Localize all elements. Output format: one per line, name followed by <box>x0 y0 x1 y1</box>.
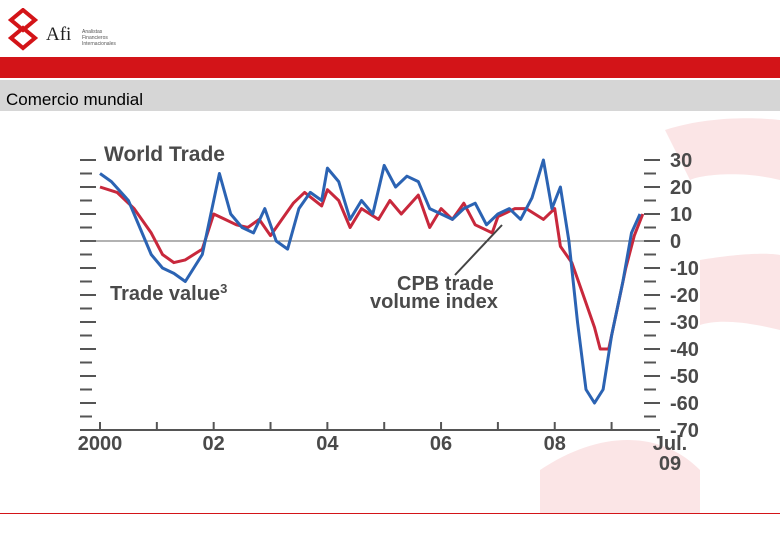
logo-subtitle-line: Analistas <box>82 29 103 35</box>
left-tick-marks <box>80 159 96 431</box>
annotation-cpb-line-2: volume index <box>370 291 498 313</box>
x-tick-label: 02 <box>203 433 225 455</box>
company-logo: Afi Analistas Financieros Internacionale… <box>6 8 136 54</box>
logo-subtitle-line: Financieros <box>82 35 108 41</box>
annotation-superscript: 3 <box>220 281 227 296</box>
logo-mark-icon <box>7 8 39 51</box>
x-tick-label: 2000 <box>78 433 123 455</box>
y-tick-label: 0 <box>670 231 681 253</box>
y-tick-label: -70 <box>670 420 699 442</box>
x-tick-label: 08 <box>544 433 566 455</box>
world-trade-chart: World Trade 30 20 10 0 -10 -20 -30 -40 -50 -60 -70… <box>78 143 699 475</box>
x-end-label: 09 <box>659 453 681 475</box>
annotation-cpb-line-1: CPB trade <box>397 273 494 295</box>
x-tick-label: 04 <box>316 433 339 455</box>
logo-subtitle: Analistas Financieros Internacionales <box>82 29 116 47</box>
x-tick-labels: 2000 02 04 06 08 Jul.09 <box>78 433 687 475</box>
y-tick-labels: 30 20 10 0 -10 -20 -30 -40 -50 -60 -70 <box>670 150 699 442</box>
y-tick-label: 20 <box>670 177 692 199</box>
y-tick-label: -10 <box>670 258 699 280</box>
footer-divider <box>0 513 780 514</box>
annotation-pointer-line <box>454 224 503 276</box>
logo-subtitle-line: Internacionales <box>82 41 116 47</box>
logo-name: Afi <box>46 24 72 45</box>
annotation-trade-value: Trade value3 <box>110 281 227 305</box>
y-tick-label: 10 <box>670 204 692 226</box>
y-tick-label: 30 <box>670 150 692 172</box>
x-tick-marks <box>99 422 613 430</box>
series-line-cpb-volume <box>99 158 642 405</box>
x-tick-label: 06 <box>430 433 452 455</box>
title-bar: Comercio mundial <box>0 80 780 111</box>
y-tick-label: -40 <box>670 339 699 361</box>
x-end-label: Jul. <box>653 433 687 455</box>
annotation-trade-value-text: Trade value <box>110 283 220 305</box>
section-title: Comercio mundial <box>6 90 143 109</box>
y-tick-label: -50 <box>670 366 699 388</box>
y-tick-label: -30 <box>670 312 699 334</box>
right-tick-marks <box>644 159 660 431</box>
chart-title: World Trade <box>104 143 225 166</box>
header-red-band <box>0 57 780 78</box>
y-tick-label: -20 <box>670 285 699 307</box>
y-tick-label: -60 <box>670 393 699 415</box>
